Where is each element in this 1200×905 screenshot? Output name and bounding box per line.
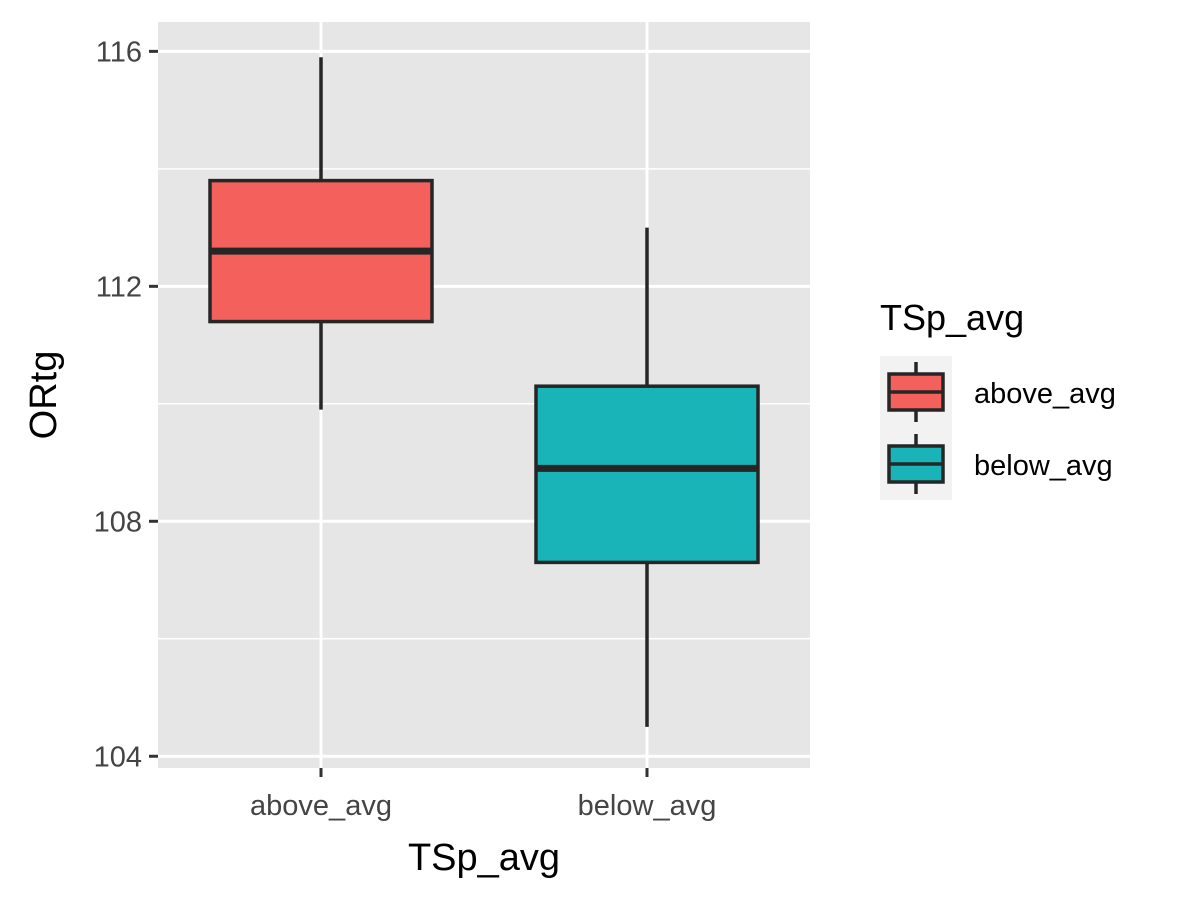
box-body <box>534 384 760 565</box>
boxes <box>208 57 760 727</box>
legend-item-above_avg: above_avg <box>880 356 1116 428</box>
y-tick-label: 112 <box>96 271 142 303</box>
x-tick-label: below_avg <box>578 790 717 822</box>
legend-item-below_avg: below_avg <box>880 428 1113 500</box>
x-axis-title: TSp_avg <box>408 837 560 879</box>
axes: 104 108 112 116 above_avg below_avg <box>94 36 717 822</box>
legend: TSp_avg above_avg below_avg <box>880 297 1116 500</box>
y-tick-label: 116 <box>96 36 142 68</box>
legend-label: above_avg <box>974 378 1116 410</box>
legend-title: TSp_avg <box>880 297 1024 338</box>
y-tick-label: 104 <box>94 741 142 773</box>
y-axis-title: ORtg <box>23 351 65 440</box>
legend-label: below_avg <box>974 450 1113 482</box>
box-below_avg <box>534 227 760 727</box>
x-tick-label: above_avg <box>250 790 392 822</box>
y-tick-label: 108 <box>94 506 142 538</box>
box-above_avg <box>208 57 434 410</box>
